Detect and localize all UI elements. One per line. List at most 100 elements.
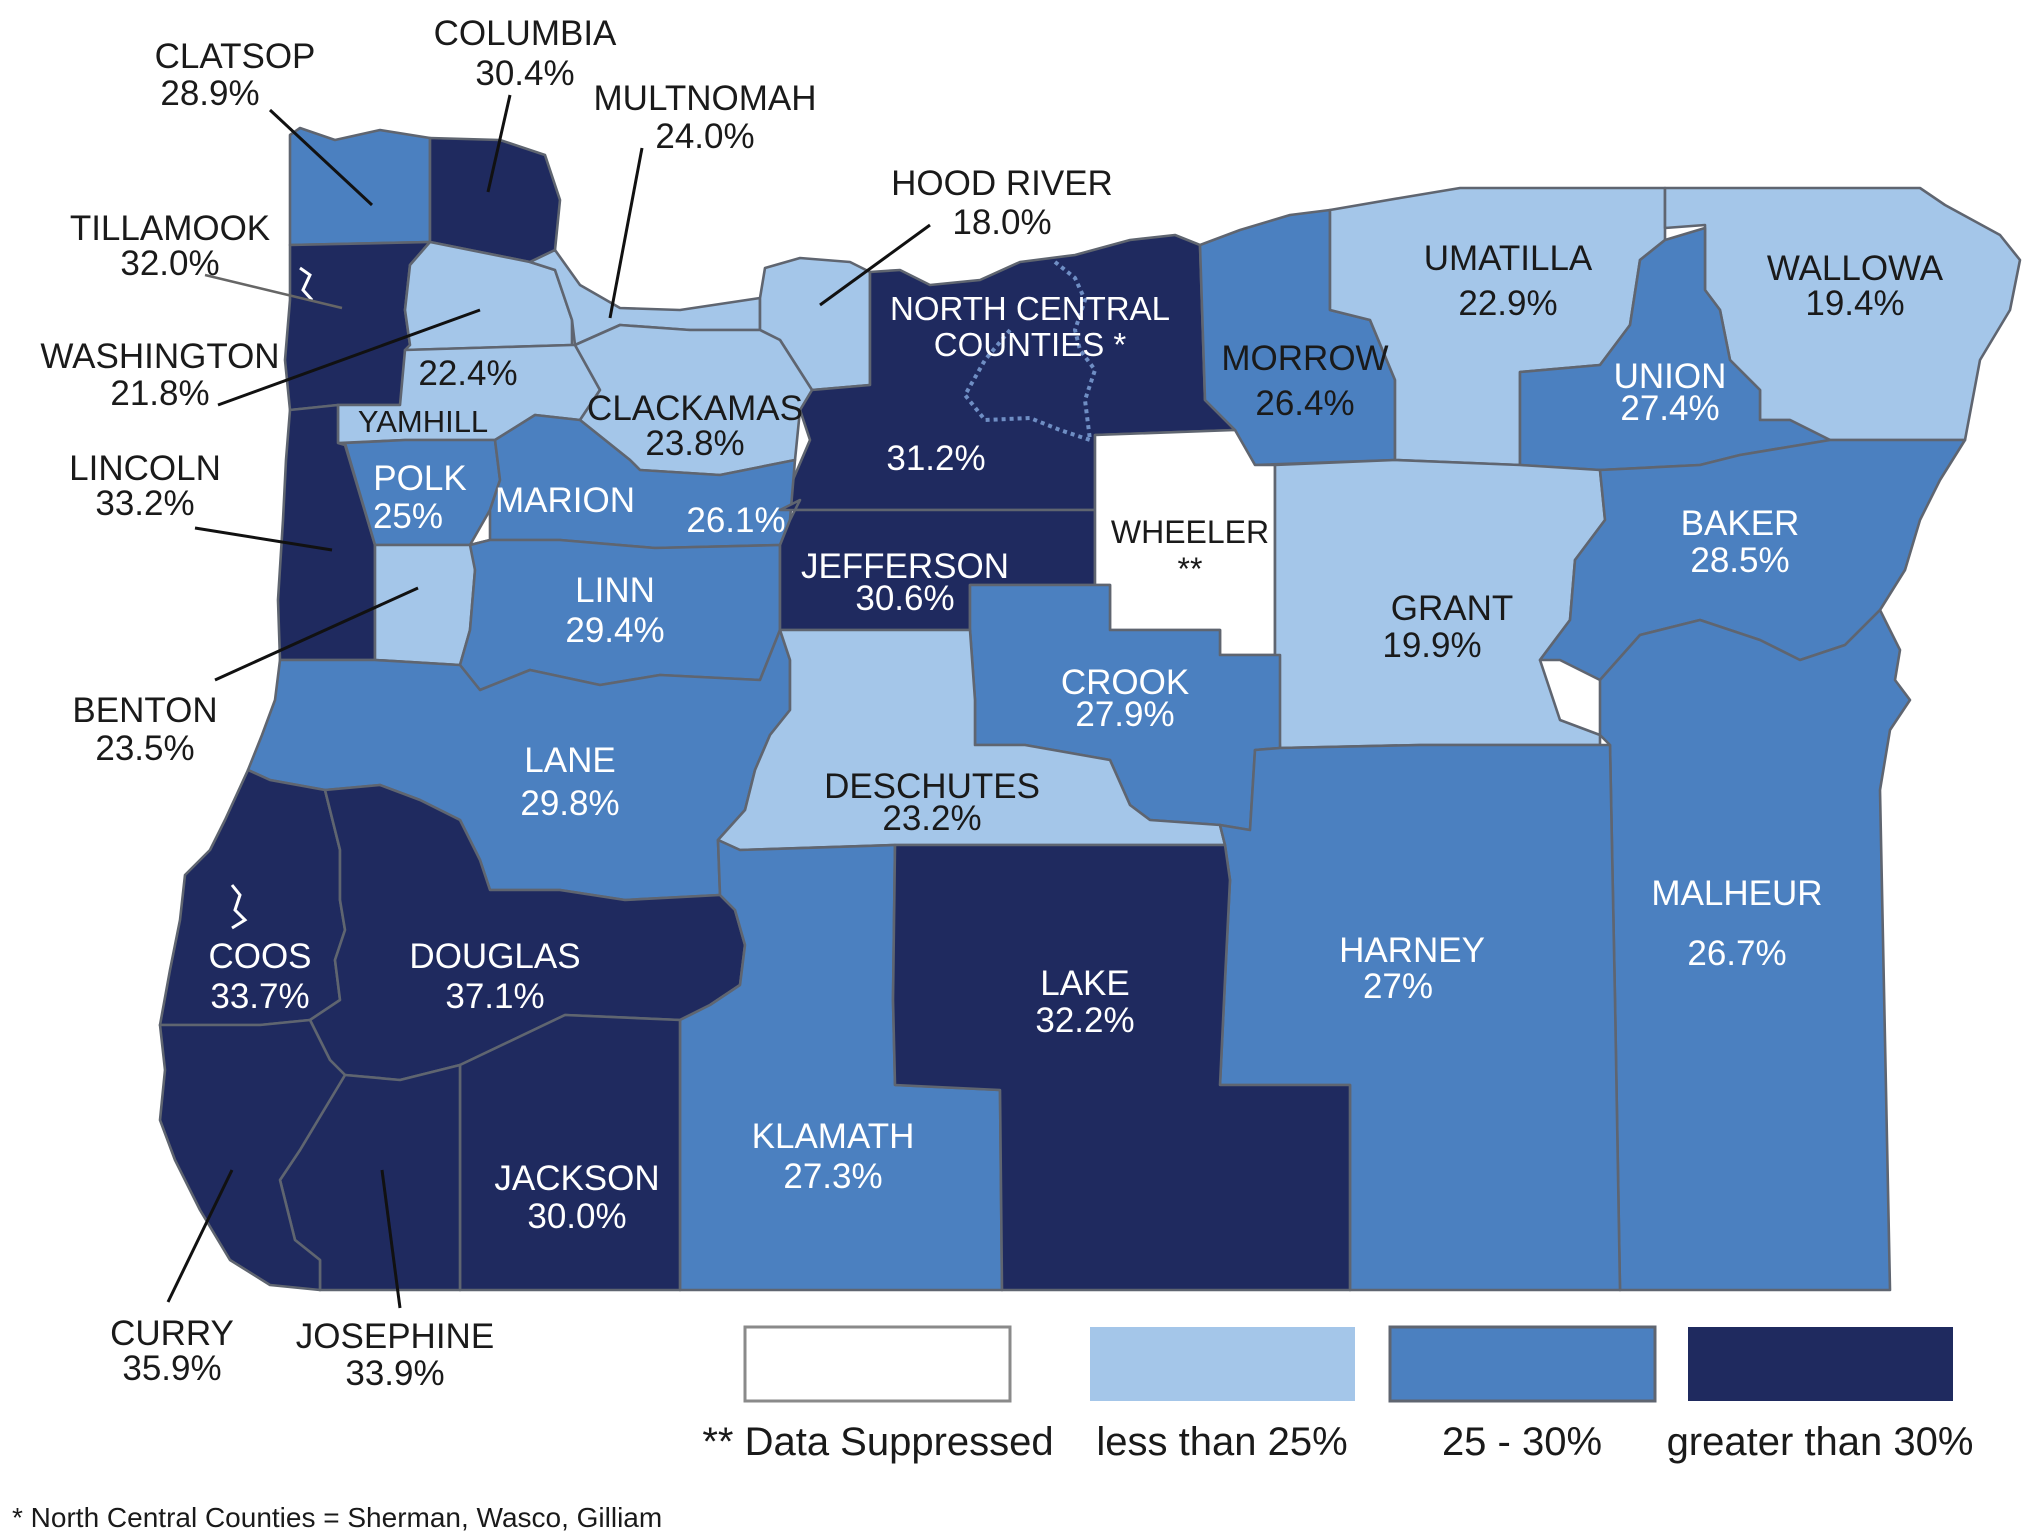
legend-swatch-high xyxy=(1688,1327,1953,1401)
label-crook-value: 27.9% xyxy=(1075,695,1174,734)
svg-text:GRANT: GRANT xyxy=(1391,589,1514,628)
leader-multnomah xyxy=(608,147,644,319)
svg-text:19.9%: 19.9% xyxy=(1382,626,1481,665)
svg-text:33.9%: 33.9% xyxy=(345,1354,444,1393)
label-clackamas-value: 23.8% xyxy=(645,424,744,463)
north-central-internal-border xyxy=(962,260,1098,442)
label-curry-value: 35.9% xyxy=(122,1349,221,1388)
svg-text:29.4%: 29.4% xyxy=(565,611,664,650)
legend-swatch-low xyxy=(1090,1327,1355,1401)
legend-label-high: greater than 30% xyxy=(1667,1420,1974,1464)
coos-bay-detail xyxy=(230,884,248,930)
svg-text:WHEELER: WHEELER xyxy=(1111,514,1269,550)
label-benton-value: 23.5% xyxy=(95,729,194,768)
legend-label-suppressed: ** Data Suppressed xyxy=(702,1420,1053,1464)
label-washington-value: 21.8% xyxy=(110,374,209,413)
county-curry xyxy=(158,1018,347,1292)
svg-text:COUNTIES *: COUNTIES * xyxy=(934,326,1127,363)
label-josephine-name: JOSEPHINE xyxy=(296,1317,494,1356)
svg-text:27%: 27% xyxy=(1363,967,1433,1006)
svg-text:COOS: COOS xyxy=(208,937,311,976)
svg-text:TILLAMOOK: TILLAMOOK xyxy=(70,209,270,248)
svg-text:27.9%: 27.9% xyxy=(1075,695,1174,734)
svg-text:LANE: LANE xyxy=(524,741,615,780)
legend: ** Data Suppressed less than 25% 25 - 30… xyxy=(702,1325,1974,1464)
label-yamhill-name: YAMHILL xyxy=(358,404,488,439)
svg-text:27.3%: 27.3% xyxy=(783,1157,882,1196)
svg-text:**: ** xyxy=(1178,551,1203,587)
label-wallowa-name: WALLOWA xyxy=(1767,249,1944,288)
svg-text:33.7%: 33.7% xyxy=(210,977,309,1016)
label-wheeler-value: ** xyxy=(1178,551,1203,587)
svg-text:DOUGLAS: DOUGLAS xyxy=(409,937,580,976)
svg-text:25 - 30%: 25 - 30% xyxy=(1442,1420,1602,1464)
svg-text:CLACKAMAS: CLACKAMAS xyxy=(587,389,803,428)
svg-text:CLATSOP: CLATSOP xyxy=(155,37,316,76)
label-polk-name: POLK xyxy=(373,459,466,498)
label-north-central-value: 31.2% xyxy=(886,439,985,478)
label-polk-value: 25% xyxy=(373,497,443,536)
svg-text:JACKSON: JACKSON xyxy=(494,1159,659,1198)
label-north-central-name-1: NORTH CENTRAL xyxy=(890,290,1170,327)
svg-text:less than 25%: less than 25% xyxy=(1096,1420,1347,1464)
svg-text:BENTON: BENTON xyxy=(72,691,217,730)
label-grant-value: 19.9% xyxy=(1382,626,1481,665)
svg-text:23.5%: 23.5% xyxy=(95,729,194,768)
svg-text:greater than 30%: greater than 30% xyxy=(1667,1420,1974,1464)
svg-text:MARION: MARION xyxy=(495,481,635,520)
label-union-name: UNION xyxy=(1614,357,1727,396)
label-clatsop-name: CLATSOP xyxy=(155,37,316,76)
svg-text:28.5%: 28.5% xyxy=(1690,541,1789,580)
leader-josephine xyxy=(380,1169,402,1309)
leader-curry xyxy=(166,1169,234,1303)
label-wallowa-value: 19.4% xyxy=(1805,284,1904,323)
svg-text:MULTNOMAH: MULTNOMAH xyxy=(594,79,817,118)
svg-text:24.0%: 24.0% xyxy=(655,117,754,156)
label-north-central-name-2: COUNTIES * xyxy=(934,326,1127,363)
leader-benton xyxy=(214,586,419,682)
leader-hood-river xyxy=(819,223,931,307)
label-lake-value: 32.2% xyxy=(1035,1001,1134,1040)
label-lincoln-name: LINCOLN xyxy=(69,449,221,488)
label-linn-name: LINN xyxy=(575,571,655,610)
leader-clatsop xyxy=(268,108,374,207)
svg-text:COLUMBIA: COLUMBIA xyxy=(434,14,617,53)
svg-text:LINCOLN: LINCOLN xyxy=(69,449,221,488)
svg-text:32.0%: 32.0% xyxy=(120,244,219,283)
county-lake xyxy=(891,843,1352,1292)
leader-columbia xyxy=(486,94,512,193)
svg-text:18.0%: 18.0% xyxy=(952,203,1051,242)
svg-text:DESCHUTES: DESCHUTES xyxy=(824,767,1040,806)
label-clackamas-name: CLACKAMAS xyxy=(587,389,803,428)
svg-text:LINN: LINN xyxy=(575,571,655,610)
svg-text:26.7%: 26.7% xyxy=(1687,934,1786,973)
svg-text:19.4%: 19.4% xyxy=(1805,284,1904,323)
label-lane-value: 29.8% xyxy=(520,784,619,823)
svg-text:NORTH CENTRAL: NORTH CENTRAL xyxy=(890,290,1170,327)
svg-text:26.1%: 26.1% xyxy=(686,501,785,540)
label-union-value: 27.4% xyxy=(1620,389,1719,428)
svg-text:29.8%: 29.8% xyxy=(520,784,619,823)
svg-text:WALLOWA: WALLOWA xyxy=(1767,249,1944,288)
footnote: * North Central Counties = Sherman, Wasc… xyxy=(12,1502,662,1533)
label-hood-river-name: HOOD RIVER xyxy=(891,164,1113,203)
label-marion-value: 26.1% xyxy=(686,501,785,540)
label-coos-value: 33.7% xyxy=(210,977,309,1016)
label-coos-name: COOS xyxy=(208,937,311,976)
label-hood-river-value: 18.0% xyxy=(952,203,1051,242)
label-douglas-value: 37.1% xyxy=(445,977,544,1016)
svg-text:** Data Suppressed: ** Data Suppressed xyxy=(702,1420,1053,1464)
svg-text:MORROW: MORROW xyxy=(1221,339,1388,378)
label-deschutes-value: 23.2% xyxy=(882,799,981,838)
svg-text:32.2%: 32.2% xyxy=(1035,1001,1134,1040)
label-josephine-value: 33.9% xyxy=(345,1354,444,1393)
label-columbia-value: 30.4% xyxy=(475,54,574,93)
svg-text:30.4%: 30.4% xyxy=(475,54,574,93)
label-umatilla-name: UMATILLA xyxy=(1424,239,1593,278)
svg-text:30.6%: 30.6% xyxy=(855,579,954,618)
label-yamhill-value: 22.4% xyxy=(418,354,517,393)
label-jackson-name: JACKSON xyxy=(494,1159,659,1198)
svg-text:22.9%: 22.9% xyxy=(1458,284,1557,323)
svg-text:CROOK: CROOK xyxy=(1061,663,1189,702)
